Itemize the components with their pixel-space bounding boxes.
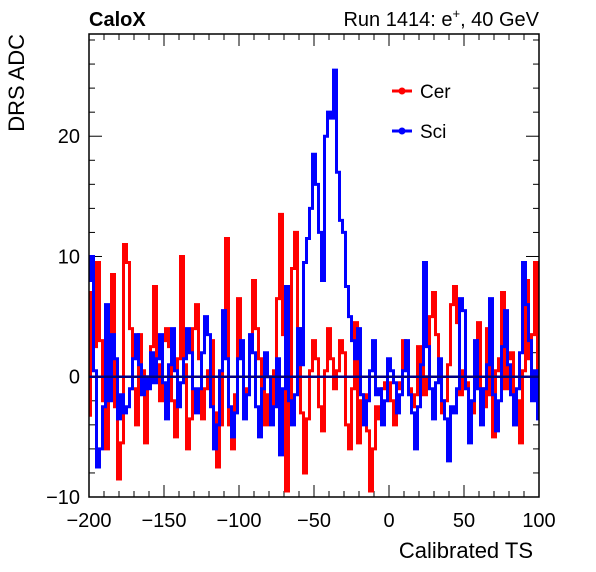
legend-label-cer: Cer <box>420 82 451 103</box>
series-layer <box>89 68 539 493</box>
x-axis-label: Calibrated TS <box>399 538 533 563</box>
legend-entry-cer: Cer <box>392 82 451 103</box>
legend-label-sci: Sci <box>420 122 446 143</box>
x-tick-label: −50 <box>297 510 331 532</box>
legend-entry-sci: Sci <box>392 122 446 143</box>
legend: Cer Sci <box>392 82 451 143</box>
header-left-label: CaloX <box>89 9 146 31</box>
x-tick-label: 100 <box>522 510 555 532</box>
x-tick-label: −100 <box>216 510 261 532</box>
tick-marks <box>88 34 540 498</box>
x-tick-label: 0 <box>383 510 394 532</box>
legend-marker-cer <box>398 87 406 95</box>
legend-marker-sci <box>398 127 406 135</box>
x-tick-label: 50 <box>453 510 475 532</box>
plot-frame <box>88 33 540 498</box>
header-right-label-prefix: Run 1414: e <box>343 9 452 31</box>
header-right-label: Run 1414: e+, 40 GeV <box>343 6 539 31</box>
y-tick-label: 20 <box>58 126 80 148</box>
y-axis-label: DRS ADC <box>4 34 29 132</box>
x-tick-label: −200 <box>66 510 111 532</box>
x-tick-label: −150 <box>141 510 186 532</box>
y-tick-label: −10 <box>46 487 80 509</box>
header-right-label-sup: + <box>452 6 460 21</box>
y-tick-label: 10 <box>58 246 80 268</box>
series-line-sci <box>89 68 539 469</box>
y-tick-label: 0 <box>69 367 80 389</box>
header-right-label-suffix: , 40 GeV <box>460 9 540 31</box>
